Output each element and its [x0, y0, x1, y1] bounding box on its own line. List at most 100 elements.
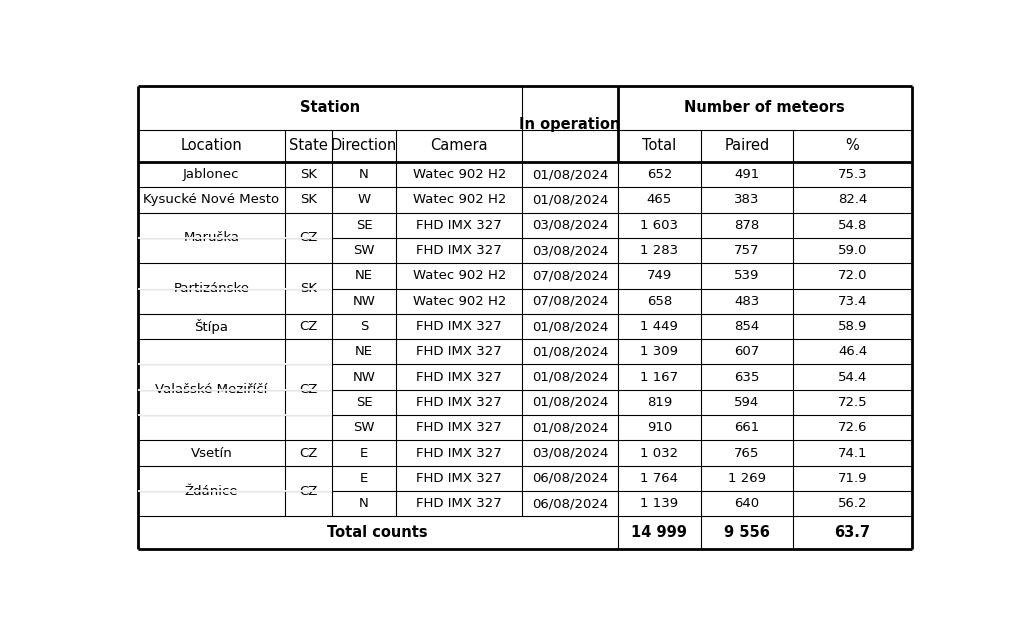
Text: CZ: CZ	[299, 383, 317, 396]
Text: 06/08/2024: 06/08/2024	[531, 472, 608, 485]
Text: 72.0: 72.0	[838, 270, 867, 283]
Text: 72.6: 72.6	[838, 421, 867, 434]
Text: FHD IMX 327: FHD IMX 327	[417, 396, 502, 409]
Text: Ždánice: Ždánice	[184, 484, 239, 497]
Text: 01/08/2024: 01/08/2024	[531, 396, 608, 409]
Text: SK: SK	[300, 194, 317, 207]
Text: 539: 539	[734, 270, 760, 283]
Text: 58.9: 58.9	[838, 320, 867, 333]
Text: 491: 491	[734, 168, 760, 181]
Text: FHD IMX 327: FHD IMX 327	[417, 345, 502, 358]
Text: State: State	[289, 138, 328, 153]
Text: 854: 854	[734, 320, 760, 333]
Text: 07/08/2024: 07/08/2024	[531, 270, 608, 283]
Text: Number of meteors: Number of meteors	[684, 101, 845, 116]
Text: FHD IMX 327: FHD IMX 327	[417, 244, 502, 257]
Text: 03/08/2024: 03/08/2024	[531, 244, 608, 257]
Text: In operation: In operation	[519, 117, 621, 132]
Text: 75.3: 75.3	[838, 168, 867, 181]
Text: 07/08/2024: 07/08/2024	[531, 295, 608, 308]
Text: FHD IMX 327: FHD IMX 327	[417, 472, 502, 485]
Text: NE: NE	[355, 345, 373, 358]
Text: 01/08/2024: 01/08/2024	[531, 194, 608, 207]
Text: 54.4: 54.4	[838, 371, 867, 384]
Text: 765: 765	[734, 446, 760, 460]
Text: FHD IMX 327: FHD IMX 327	[417, 371, 502, 384]
Text: N: N	[359, 497, 369, 510]
Text: 54.8: 54.8	[838, 219, 867, 232]
Text: E: E	[360, 446, 369, 460]
Text: SW: SW	[353, 244, 375, 257]
Text: 63.7: 63.7	[835, 525, 870, 540]
Text: 9 556: 9 556	[724, 525, 770, 540]
Text: 03/08/2024: 03/08/2024	[531, 219, 608, 232]
Text: NW: NW	[352, 371, 376, 384]
Text: 01/08/2024: 01/08/2024	[531, 320, 608, 333]
Text: %: %	[846, 138, 859, 153]
Text: SK: SK	[300, 282, 317, 295]
Text: 1 167: 1 167	[640, 371, 678, 384]
Text: Station: Station	[300, 101, 360, 116]
Text: 01/08/2024: 01/08/2024	[531, 168, 608, 181]
Text: 1 283: 1 283	[640, 244, 678, 257]
Text: 56.2: 56.2	[838, 497, 867, 510]
Text: Paired: Paired	[724, 138, 770, 153]
Text: 82.4: 82.4	[838, 194, 867, 207]
Text: 06/08/2024: 06/08/2024	[531, 497, 608, 510]
Text: 01/08/2024: 01/08/2024	[531, 371, 608, 384]
Text: 1 603: 1 603	[640, 219, 678, 232]
Text: CZ: CZ	[299, 232, 317, 245]
Text: 1 139: 1 139	[640, 497, 678, 510]
Text: Location: Location	[180, 138, 243, 153]
Text: CZ: CZ	[299, 484, 317, 497]
Text: Watec 902 H2: Watec 902 H2	[413, 194, 506, 207]
Text: SK: SK	[300, 168, 317, 181]
Text: FHD IMX 327: FHD IMX 327	[417, 446, 502, 460]
Text: 74.1: 74.1	[838, 446, 867, 460]
Text: Maruška: Maruška	[183, 232, 240, 245]
Text: 652: 652	[646, 168, 672, 181]
Text: Partizánske: Partizánske	[173, 282, 249, 295]
Text: Kysucké Nové Mesto: Kysucké Nové Mesto	[143, 194, 280, 207]
Text: CZ: CZ	[299, 446, 317, 460]
Text: E: E	[360, 472, 369, 485]
Text: NW: NW	[352, 295, 376, 308]
Text: 01/08/2024: 01/08/2024	[531, 421, 608, 434]
Text: 757: 757	[734, 244, 760, 257]
Text: 1 309: 1 309	[640, 345, 678, 358]
Text: CZ: CZ	[299, 320, 317, 333]
Text: 749: 749	[647, 270, 672, 283]
Text: 73.4: 73.4	[838, 295, 867, 308]
Text: Direction: Direction	[331, 138, 397, 153]
Text: 640: 640	[734, 497, 760, 510]
Text: 1 764: 1 764	[640, 472, 678, 485]
Text: 661: 661	[734, 421, 760, 434]
Text: 483: 483	[734, 295, 760, 308]
Text: 819: 819	[647, 396, 672, 409]
Text: 01/08/2024: 01/08/2024	[531, 345, 608, 358]
Text: Camera: Camera	[430, 138, 488, 153]
Text: 03/08/2024: 03/08/2024	[531, 446, 608, 460]
Text: 635: 635	[734, 371, 760, 384]
Text: 658: 658	[647, 295, 672, 308]
Text: FHD IMX 327: FHD IMX 327	[417, 421, 502, 434]
Text: 607: 607	[734, 345, 760, 358]
Text: SW: SW	[353, 421, 375, 434]
Text: 71.9: 71.9	[838, 472, 867, 485]
Text: Vsetín: Vsetín	[190, 446, 232, 460]
Text: FHD IMX 327: FHD IMX 327	[417, 320, 502, 333]
Text: Jablonec: Jablonec	[183, 168, 240, 181]
Text: 878: 878	[734, 219, 760, 232]
Text: 46.4: 46.4	[838, 345, 867, 358]
Text: SE: SE	[355, 219, 373, 232]
Text: N: N	[359, 168, 369, 181]
Text: S: S	[359, 320, 369, 333]
Text: Watec 902 H2: Watec 902 H2	[413, 270, 506, 283]
Text: 1 269: 1 269	[728, 472, 766, 485]
Text: Štípa: Štípa	[195, 319, 228, 334]
Text: 594: 594	[734, 396, 760, 409]
Text: 1 449: 1 449	[640, 320, 678, 333]
Text: 14 999: 14 999	[632, 525, 687, 540]
Text: 910: 910	[647, 421, 672, 434]
Text: 59.0: 59.0	[838, 244, 867, 257]
